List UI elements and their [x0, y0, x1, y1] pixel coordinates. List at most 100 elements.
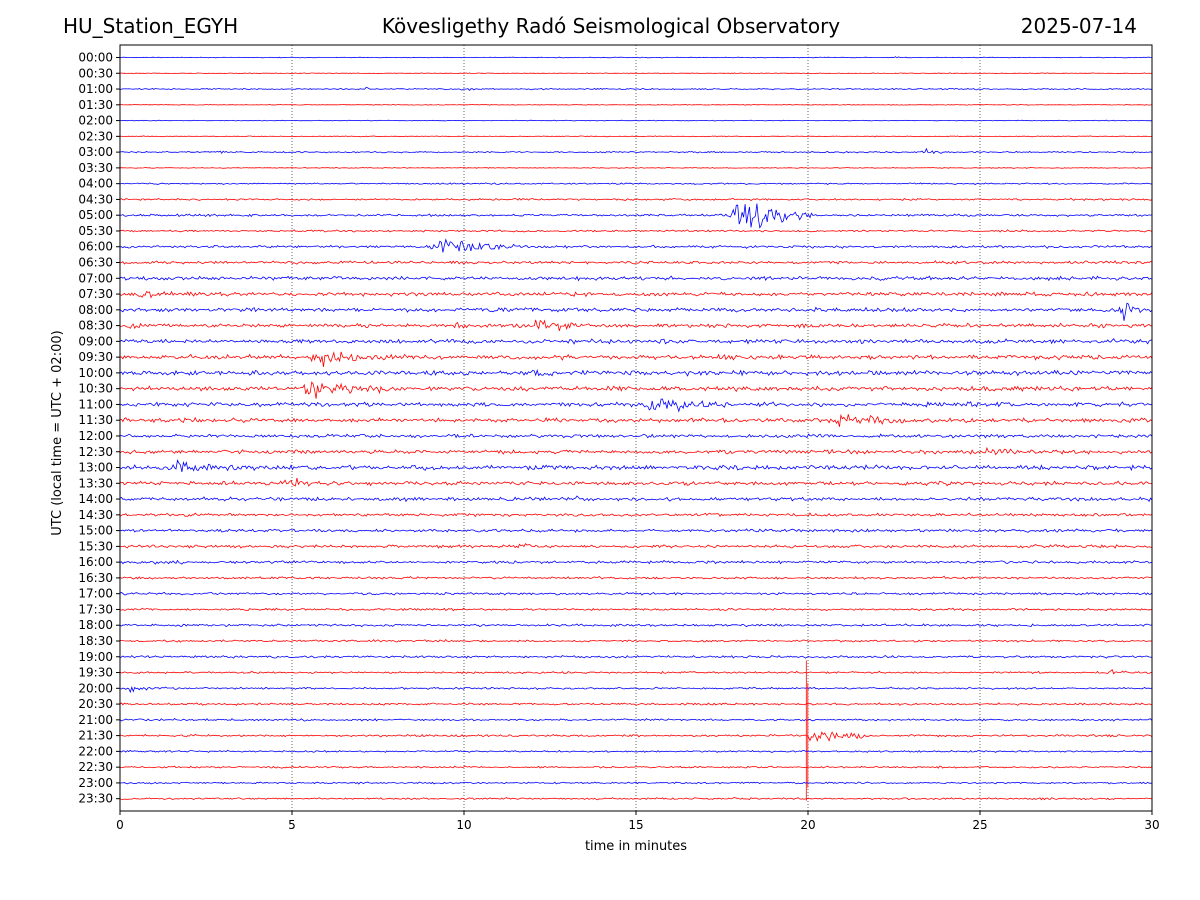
y-tick-label: 01:00 [78, 82, 113, 96]
trace-1000 [119, 369, 1153, 377]
y-tick-label: 12:30 [78, 445, 113, 459]
y-tick-label: 09:00 [78, 334, 113, 348]
x-tick-label: 0 [116, 818, 124, 832]
y-tick-label: 22:00 [78, 744, 113, 758]
chart-title: Kövesligethy Radó Seismological Observat… [381, 14, 841, 38]
trace-0100 [119, 86, 1153, 92]
trace-2300 [119, 781, 1152, 785]
y-tick-label: 03:00 [78, 145, 113, 159]
trace-1900 [119, 655, 1153, 659]
trace-0330 [119, 166, 1153, 169]
trace-1830 [119, 639, 1153, 643]
trace-1030 [119, 381, 1153, 399]
trace-0500 [119, 203, 1153, 229]
y-tick-label: 00:30 [78, 66, 113, 80]
trace-0630 [119, 260, 1152, 265]
chart-date: 2025-07-14 [1020, 14, 1137, 38]
y-tick-label: 10:30 [78, 382, 113, 396]
y-tick-label: 06:00 [78, 240, 113, 254]
y-tick-label: 15:30 [78, 539, 113, 553]
x-tick-label: 20 [800, 818, 815, 832]
x-axis-label: time in minutes [585, 839, 687, 854]
trace-2000 [119, 685, 1153, 694]
y-tick-label: 21:00 [78, 713, 113, 727]
y-tick-label: 02:00 [78, 114, 113, 128]
trace-2330 [119, 797, 1152, 801]
trace-1500 [119, 528, 1153, 533]
trace-2030 [119, 702, 1153, 706]
trace-2130 [119, 660, 1153, 801]
y-tick-label: 19:30 [78, 666, 113, 680]
x-tick-label: 10 [456, 818, 471, 832]
trace-1200 [119, 433, 1153, 439]
trace-1300 [119, 459, 1153, 472]
trace-1430 [119, 512, 1153, 518]
trace-1130 [119, 413, 1153, 427]
x-tick-label: 5 [288, 818, 296, 832]
x-tick-label: 30 [1144, 818, 1159, 832]
y-tick-label: 12:00 [78, 429, 113, 443]
trace-0430 [119, 197, 1153, 202]
trace-2230 [120, 765, 1153, 769]
y-tick-label: 04:00 [78, 177, 113, 191]
y-tick-label: 11:00 [78, 397, 113, 411]
trace-0200 [119, 119, 1153, 122]
y-tick-label: 22:30 [78, 760, 113, 774]
seismogram-traces [119, 56, 1153, 801]
trace-1230 [119, 446, 1153, 456]
y-axis-label: UTC (local time = UTC + 02:00) [50, 330, 65, 535]
trace-1400 [119, 495, 1153, 503]
trace-1600 [119, 559, 1153, 565]
y-tick-label: 18:30 [78, 634, 113, 648]
y-tick-label: 18:00 [78, 618, 113, 632]
x-axis-ticks: 0 5 10 15 20 25 30 [116, 811, 1160, 832]
y-tick-label: 08:30 [78, 319, 113, 333]
trace-0700 [119, 275, 1153, 282]
y-tick-label: 13:00 [78, 461, 113, 475]
trace-0930 [119, 351, 1153, 368]
y-tick-label: 09:30 [78, 350, 113, 364]
trace-0230 [119, 135, 1152, 138]
grid-lines [291, 45, 981, 811]
station-label: HU_Station_EGYH [63, 14, 239, 38]
y-tick-label: 15:00 [78, 524, 113, 538]
y-tick-label: 14:30 [78, 508, 113, 522]
y-tick-label: 05:30 [78, 224, 113, 238]
trace-0400 [119, 182, 1153, 186]
trace-0900 [119, 338, 1153, 345]
trace-0730 [119, 290, 1153, 299]
trace-0800 [119, 302, 1153, 321]
trace-0300 [119, 147, 1153, 155]
y-tick-label: 11:30 [78, 413, 113, 427]
y-tick-label: 17:30 [78, 602, 113, 616]
trace-1700 [119, 591, 1153, 596]
trace-0000 [119, 56, 1153, 59]
y-tick-label: 17:00 [78, 587, 113, 601]
y-tick-label: 08:00 [78, 303, 113, 317]
trace-0030 [119, 72, 1153, 75]
x-tick-label: 15 [628, 818, 643, 832]
y-tick-label: 07:30 [78, 287, 113, 301]
y-tick-label: 20:00 [78, 681, 113, 695]
trace-0130 [119, 103, 1152, 106]
trace-1330 [119, 478, 1153, 487]
y-tick-label: 16:30 [78, 571, 113, 585]
y-tick-label: 19:00 [78, 650, 113, 664]
trace-1100 [119, 398, 1153, 413]
x-tick-label: 25 [972, 818, 987, 832]
y-tick-label: 04:30 [78, 192, 113, 206]
trace-2100 [119, 717, 1153, 722]
y-tick-label: 03:30 [78, 161, 113, 175]
trace-0530 [119, 229, 1153, 233]
trace-1530 [119, 543, 1153, 549]
y-tick-label: 07:00 [78, 271, 113, 285]
trace-1730 [119, 607, 1153, 612]
y-tick-label: 00:00 [78, 51, 113, 65]
trace-1630 [119, 575, 1153, 580]
y-tick-label: 23:30 [78, 792, 113, 806]
y-tick-label: 10:00 [78, 366, 113, 380]
y-tick-label: 14:00 [78, 492, 113, 506]
trace-2200 [119, 749, 1153, 753]
y-tick-label: 05:00 [78, 208, 113, 222]
